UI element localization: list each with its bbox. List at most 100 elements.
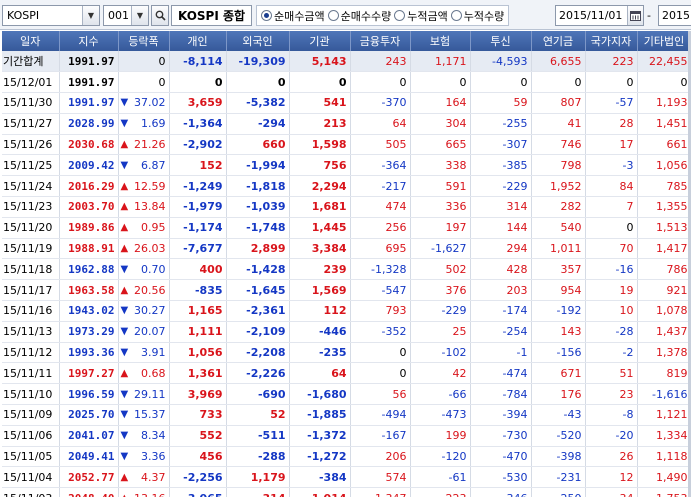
other-corporate-cell: 1,121 — [637, 404, 691, 426]
table-row[interactable]: 15/11/032048.40▲ 13.16-3,0653141,0141,347… — [2, 487, 691, 497]
table-row[interactable]: 15/11/23 2003.70 ▲ 13.84 -1,979 -1,039 1,681 47… — [2, 196, 691, 218]
investment-trust-cell: -346 — [470, 487, 532, 497]
change-value: 3.91 — [141, 346, 166, 360]
change-value: 6.87 — [141, 158, 166, 172]
table-row[interactable]: 15/11/27 2028.99 ▼ 1.69 -1,364 -294 213 64 304 -2… — [2, 113, 691, 135]
table-row[interactable]: 15/11/17 1963.58 ▲ 20.56 -835 -1,645 1,569 -547… — [2, 279, 691, 302]
individual-cell: -1,979 — [169, 196, 227, 218]
date-cell: 15/11/16 — [2, 300, 60, 322]
pension-fund-cell: -231 — [531, 466, 586, 489]
column-header[interactable]: 보험 — [410, 31, 471, 51]
individual-cell: 1,165 — [169, 300, 227, 322]
radio-cumulative-amount[interactable]: 누적금액 — [394, 8, 448, 24]
column-header[interactable]: 국가지자 — [585, 31, 638, 51]
end-date-field[interactable]: 2015 — [658, 5, 691, 26]
government-cell: 7 — [585, 196, 638, 218]
column-header[interactable]: 연기금 — [531, 31, 586, 51]
table-row[interactable]: 15/11/24 2016.29 ▲ 12.59 -1,249 -1,818 2,294 -2… — [2, 175, 691, 198]
table-row[interactable]: 15/11/25 2009.42 ▼ 6.87 152 -1,994 756 -364 338-… — [2, 154, 691, 177]
investment-trust-cell: -1 — [470, 342, 532, 364]
table-row[interactable]: 15/11/11 1997.27 ▲ 0.68 1,361 -2,226 64 0 42 -474… — [2, 362, 691, 385]
column-header[interactable]: 기타법인 — [637, 31, 691, 51]
table-row[interactable]: 15/11/30 1991.97 ▼ 37.02 3,659 -5,382 541 -370 1… — [2, 92, 691, 114]
investment-trust-cell: 0 — [470, 71, 532, 94]
column-header[interactable]: 투신 — [470, 31, 532, 51]
radio-group-type: 순매수금액 순매수수량 누적금액 누적수량 — [256, 5, 510, 26]
column-header[interactable]: 지수 — [59, 31, 119, 51]
radio-net-buy-amount[interactable]: 순매수금액 — [261, 8, 325, 24]
market-select-value: KOSPI — [7, 9, 40, 22]
table-row[interactable]: 15/11/06 2041.07 ▼ 8.34 552 -511 -1,372 -167 199… — [2, 425, 691, 447]
vertical-scrollbar[interactable] — [688, 31, 691, 497]
foreign-cell: -2,208 — [226, 342, 290, 364]
table-row[interactable]: 15/11/12 1993.36 ▼ 3.91 1,056 -2,208 -235 0 -102… — [2, 342, 691, 364]
individual-cell: 152 — [169, 154, 227, 177]
pension-fund-cell: -43 — [531, 404, 586, 426]
individual-cell: -2,902 — [169, 134, 227, 156]
code-select[interactable]: 001 ▼ — [103, 5, 149, 26]
change-value: 0.70 — [141, 262, 166, 276]
investment-trust-cell: -530 — [470, 466, 532, 489]
table-row[interactable]: 15/11/26 2030.68 ▲ 21.26 -2,902 660 1,598 505 66… — [2, 134, 691, 156]
column-header[interactable]: 등락폭 — [118, 31, 170, 51]
change-value: 1.69 — [141, 117, 166, 131]
summary-row[interactable]: 기간합계 1991.97 0 -8,114 -19,309 5,143 243 1,171 -4… — [2, 51, 691, 73]
start-date-field[interactable]: 2015/11/01 — [555, 5, 644, 26]
insurance-cell: 1,171 — [410, 51, 471, 73]
financial-investment-cell: 1,347 — [350, 487, 411, 497]
table-row[interactable]: 15/11/16 1943.02 ▼ 30.27 1,165 -2,361 112 793 -2… — [2, 300, 691, 322]
other-corporate-cell: 22,455 — [637, 51, 691, 73]
foreign-cell: -2,361 — [226, 300, 290, 322]
institution-cell: 5,143 — [289, 51, 351, 73]
table-row[interactable]: 15/12/01 1991.97 0 0 0 0 0 0 0 0 0 0 — [2, 71, 691, 94]
chevron-down-icon[interactable]: ▼ — [82, 6, 99, 25]
insurance-cell: -66 — [410, 383, 471, 406]
table-row[interactable]: 15/11/18 1962.88 ▼ 0.70 400 -1,428 239 -1,328 50… — [2, 258, 691, 281]
chevron-down-icon[interactable]: ▼ — [131, 6, 148, 25]
change-cell: ▼ 8.34 — [118, 425, 170, 447]
institution-cell: 239 — [289, 258, 351, 281]
financial-investment-cell: 256 — [350, 217, 411, 239]
individual-cell: -835 — [169, 279, 227, 302]
financial-investment-cell: -547 — [350, 279, 411, 302]
individual-cell: 1,111 — [169, 321, 227, 343]
pension-fund-cell: -520 — [531, 425, 586, 447]
table-row[interactable]: 15/11/04 2052.77 ▲ 4.37 -2,256 1,179 -384 574 -6… — [2, 466, 691, 489]
search-button[interactable] — [151, 5, 169, 26]
table-row[interactable]: 15/11/10 1996.59 ▼ 29.11 3,969 -690 -1,680 56 -6… — [2, 383, 691, 406]
change-cell: ▼ 30.27 — [118, 300, 170, 322]
calendar-icon[interactable] — [627, 6, 643, 25]
column-header[interactable]: 개인 — [169, 31, 227, 51]
index-cell: 2025.70 — [59, 404, 119, 426]
index-cell: 1997.27 — [59, 362, 119, 385]
other-corporate-cell: 1,334 — [637, 425, 691, 447]
column-header[interactable]: 기관 — [289, 31, 351, 51]
institution-cell: 756 — [289, 154, 351, 177]
table-row[interactable]: 15/11/13 1973.29 ▼ 20.07 1,111 -2,109 -446 -352… — [2, 321, 691, 343]
insurance-cell: 502 — [410, 258, 471, 281]
table-row[interactable]: 15/11/05 2049.41 ▼ 3.36 456 -288 -1,272 206 -120… — [2, 446, 691, 468]
change-cell: ▲ 4.37 — [118, 466, 170, 489]
table-row[interactable]: 15/11/09 2025.70 ▼ 15.37 733 52 -1,885 -494 -473… — [2, 404, 691, 426]
individual-cell: 456 — [169, 446, 227, 468]
change-value: 4.37 — [141, 470, 166, 484]
institution-cell: 1,014 — [289, 487, 351, 497]
column-header[interactable]: 금융투자 — [350, 31, 411, 51]
individual-cell: 3,659 — [169, 92, 227, 114]
foreign-cell: -294 — [226, 113, 290, 135]
radio-label: 누적금액 — [407, 9, 448, 23]
column-header[interactable]: 외국인 — [226, 31, 290, 51]
change-cell: ▲ 13.16 — [118, 487, 170, 497]
triangle-up-icon: ▲ — [120, 180, 129, 192]
foreign-cell: 0 — [226, 71, 290, 94]
investment-trust-cell: -254 — [470, 321, 532, 343]
government-cell: 10 — [585, 300, 638, 322]
radio-net-buy-quantity[interactable]: 순매수수량 — [327, 8, 391, 24]
table-row[interactable]: 15/11/20 1989.86 ▲ 0.95 -1,174 -1,748 1,445 256… — [2, 217, 691, 239]
table-row[interactable]: 15/11/19 1988.91 ▲ 26.03 -7,677 2,899 3,384 695… — [2, 238, 691, 260]
column-header[interactable]: 일자 — [2, 31, 60, 51]
market-select[interactable]: KOSPI ▼ — [2, 5, 100, 26]
government-cell: 26 — [585, 446, 638, 468]
other-corporate-cell: 1,417 — [637, 238, 691, 260]
radio-cumulative-quantity[interactable]: 누적수량 — [450, 8, 504, 24]
